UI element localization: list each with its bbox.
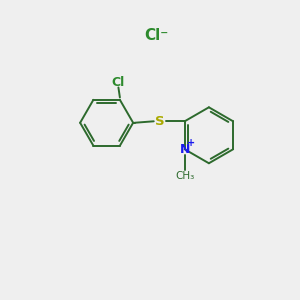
Text: CH₃: CH₃ xyxy=(175,171,194,181)
Text: N: N xyxy=(179,143,190,156)
Text: Cl: Cl xyxy=(112,76,125,88)
Text: Cl⁻: Cl⁻ xyxy=(144,28,168,43)
Text: S: S xyxy=(155,115,164,128)
Text: +: + xyxy=(187,138,195,148)
